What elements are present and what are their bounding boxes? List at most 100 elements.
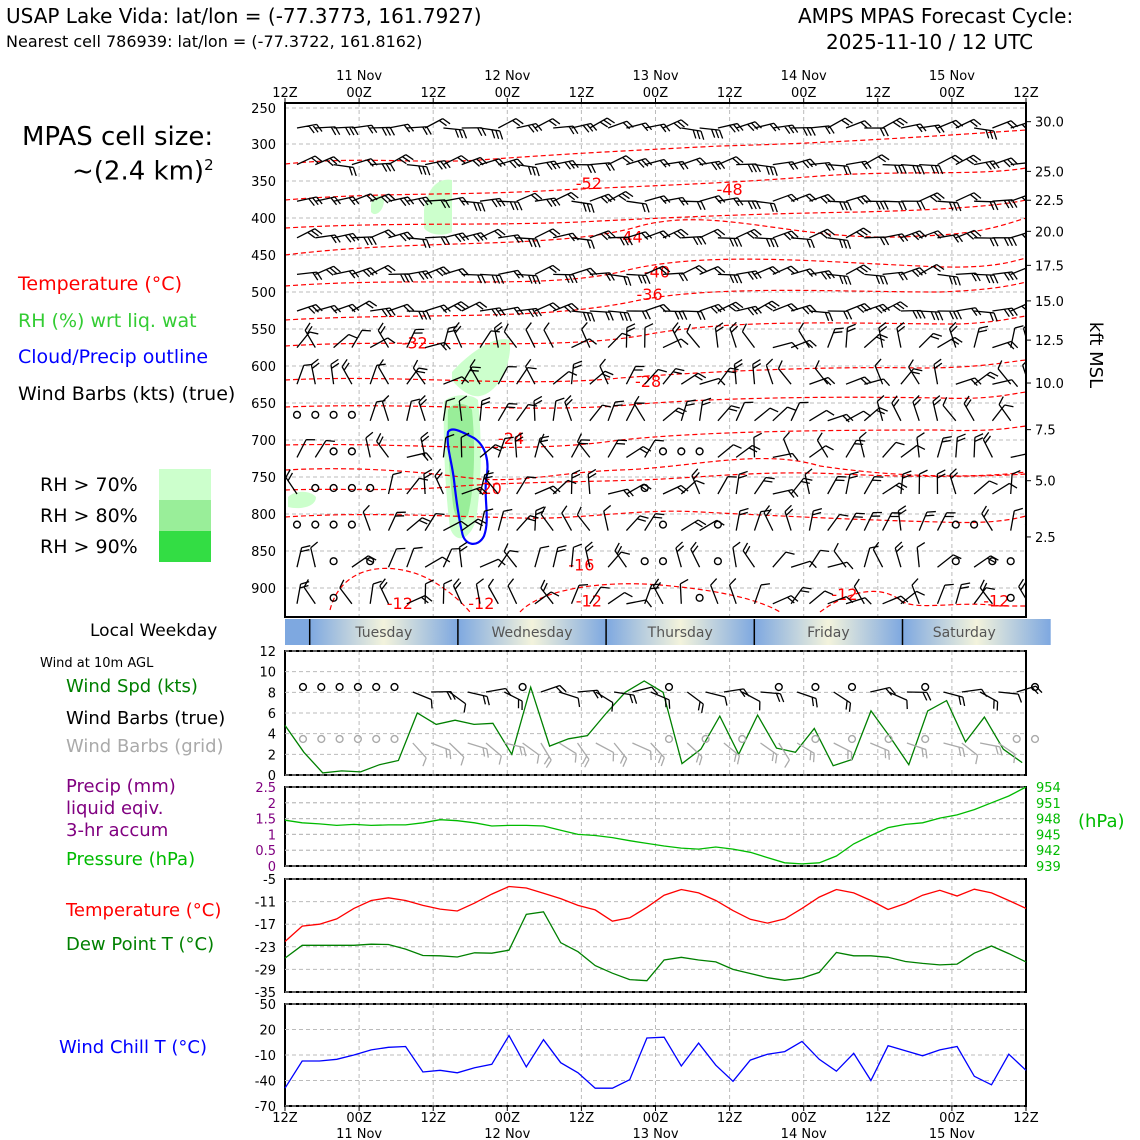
wind-barb <box>626 200 650 213</box>
kft-tick: 7.5 <box>1035 424 1056 439</box>
wind-barb <box>381 395 390 421</box>
wind-barb-shape <box>558 742 577 763</box>
wind-barb-shape <box>443 155 469 166</box>
wind-barb-shape <box>717 122 744 133</box>
wind-barb-shape <box>891 395 902 422</box>
wind-barb-shape <box>918 263 945 275</box>
wind-barb <box>461 127 487 137</box>
xsec-pressure-tick: 250 <box>251 102 276 117</box>
wind-barb-shape <box>589 272 615 282</box>
wind-barb-shape <box>680 519 707 532</box>
wind-barb <box>442 397 456 421</box>
wind-barb <box>919 124 945 134</box>
wind-barb <box>662 272 689 282</box>
wind-barb <box>516 515 539 532</box>
cell-size-value: ~(2.4 km)2 <box>72 156 214 187</box>
wind-barb <box>644 513 665 531</box>
wind-barb <box>753 476 775 495</box>
wind-barb <box>845 120 872 129</box>
kft-tick: 10.0 <box>1035 377 1064 392</box>
wind-barb-shape <box>961 742 979 765</box>
wind-barb-shape <box>900 368 923 385</box>
wind-barb-shape <box>406 237 431 249</box>
wind-barb <box>652 578 664 605</box>
wind-barb <box>608 273 632 286</box>
wind-barb-shape <box>932 395 942 421</box>
pressure-label: Pressure (hPa) <box>66 849 196 870</box>
wind-barb <box>351 236 377 246</box>
wind-barb <box>772 161 799 171</box>
wind-barb <box>982 431 993 458</box>
wind-barb <box>699 160 726 171</box>
wind-barb <box>998 396 1012 422</box>
wind-barb <box>498 306 524 316</box>
wind-barb-shape <box>412 359 426 385</box>
weekday-label: Thursday <box>647 625 713 641</box>
wind-barb <box>424 512 445 531</box>
wind-barb <box>681 235 707 246</box>
wind-barb <box>979 691 999 711</box>
wind-barb-shape <box>351 300 378 312</box>
wind-barb <box>882 441 905 458</box>
wind-barb-shape <box>897 505 907 531</box>
wind-barb-shape <box>443 520 469 532</box>
precip-panel-tick: 0.5 <box>255 844 276 859</box>
wind-barb <box>937 310 962 320</box>
wind-barb <box>662 160 689 170</box>
bottom-time-tick: 12Z <box>865 1111 891 1126</box>
wind-barb <box>753 432 763 458</box>
wind-barb <box>900 590 925 605</box>
wind-barb-shape <box>686 323 701 349</box>
dew-point-line <box>284 911 1027 982</box>
wind-barb <box>387 547 406 568</box>
calm-marker <box>677 447 686 456</box>
wind-barb-shape <box>717 237 743 247</box>
wind-barb <box>997 360 1012 385</box>
wind-barb-shape <box>587 468 597 495</box>
wind-barb-shape <box>874 358 884 385</box>
station-title: USAP Lake Vida: lat/lon = (-77.3773, 161… <box>6 4 482 28</box>
wind-barb-shape <box>625 365 645 385</box>
wind-barb-shape <box>516 192 543 202</box>
weekday-label: Wednesday <box>491 625 572 641</box>
wind-barb-shape <box>608 273 632 286</box>
wind-barb-shape <box>973 371 999 385</box>
top-day-label: 14 Nov <box>781 69 827 84</box>
wind-barb-shape <box>777 360 792 385</box>
wind-barb-shape <box>808 549 830 568</box>
wind-barb-shape <box>827 513 849 531</box>
wind-barb <box>388 123 415 133</box>
wind-barb <box>911 578 920 605</box>
wind-barb-shape <box>442 433 455 458</box>
pressure-line <box>284 786 1027 865</box>
wind-barb <box>540 684 567 694</box>
wind-barb <box>992 271 1018 281</box>
wind-barb <box>285 469 298 495</box>
isotherm <box>285 199 1026 229</box>
calm-marker <box>951 520 960 529</box>
wind-barb-shape <box>534 118 561 129</box>
wind-barb-shape <box>589 230 616 241</box>
wind-barb-shape <box>973 433 984 458</box>
wind-barb <box>876 395 885 421</box>
wind-10m-label: Wind at 10m AGL <box>40 656 154 671</box>
wind-barb <box>633 395 646 422</box>
wind-barb-shape <box>955 229 982 240</box>
wind-barb <box>1010 507 1024 531</box>
wind-barb <box>973 587 995 605</box>
wind-barb <box>589 586 610 605</box>
wind-barb-shape <box>516 307 542 318</box>
wind-barb <box>809 310 834 322</box>
wind-barb-shape <box>772 193 799 203</box>
wind-barb <box>777 360 792 385</box>
wind-barb <box>845 160 872 170</box>
pressure-axis-tick: 954 <box>1036 781 1061 796</box>
wind-barb-shape <box>589 193 616 204</box>
wind-barb <box>534 160 561 171</box>
wind-barb <box>955 154 982 166</box>
calm-marker <box>695 447 704 456</box>
wind-barb <box>992 157 1019 168</box>
wind-barb <box>991 404 1014 422</box>
wind-barb <box>918 263 945 275</box>
wind-barb <box>998 691 1023 703</box>
